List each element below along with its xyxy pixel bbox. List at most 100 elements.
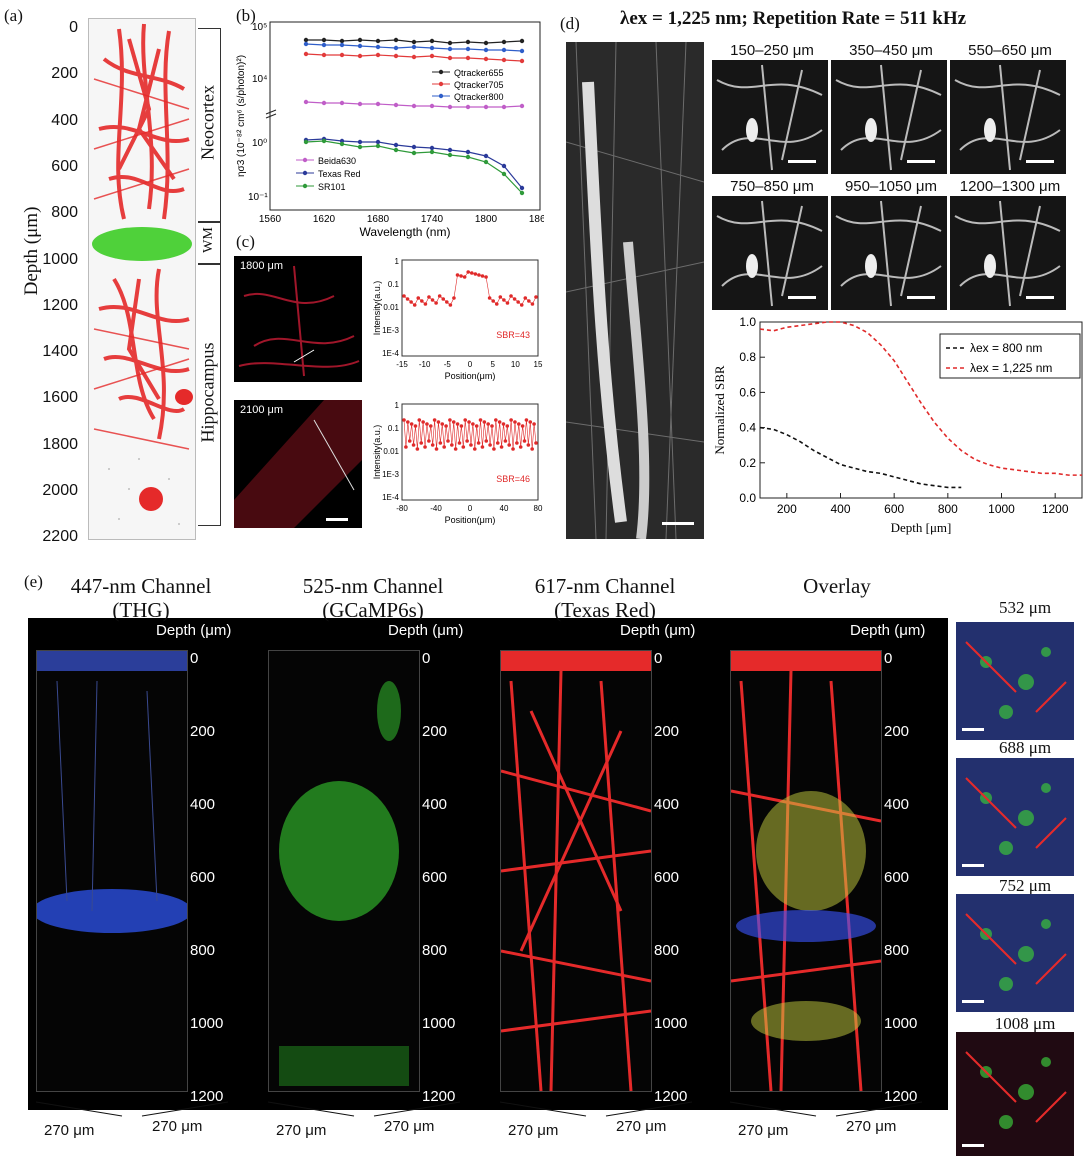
b-point-texas [393,142,399,148]
c-scale-bar [326,518,348,521]
b-point-texas [519,185,525,191]
b-point-q705 [519,58,525,64]
depth-tick: 1800 [42,435,78,453]
c-ytick: 0.1 [388,424,400,433]
d-tile-scale-bar [1026,160,1054,163]
c-profile-line [403,271,537,306]
c-ytick: 0.01 [383,447,399,456]
b-point-q705 [303,51,309,57]
sbr-xtick: 200 [777,502,797,516]
b-xtick: 1740 [421,214,444,225]
region-hippocampus: Hippocampus [197,342,218,443]
b-point-sr101 [483,159,489,165]
e-depth-label: Depth (μm) [620,622,696,639]
sbr-xtick: 400 [830,502,850,516]
sbr-series-line [759,321,1082,476]
depth-tick: 400 [51,111,78,129]
b-point-q705 [501,57,507,63]
e-depth-tick: 1000 [190,1015,224,1032]
b-point-q655 [375,38,381,44]
b-ytick-1e-1: 10⁻¹ [248,192,268,203]
e-title: 525-nm Channel [302,574,444,598]
e-depth-tick: 600 [190,869,216,886]
e-depth-tick: 0 [654,650,663,667]
b-legend-marker [438,93,444,99]
b-point-q800 [375,44,381,50]
e-dim-arrows [32,1098,232,1118]
b-point-q655 [411,39,417,45]
panel-b-xlabel: Wavelength (nm) [360,225,451,239]
panel-b-xticks: 1560 1620 1680 1740 1800 1860 [259,214,544,225]
depth-tick: 1000 [42,250,78,268]
e-dim-left: 270 μm [44,1122,95,1139]
depth-tick: 800 [51,204,78,222]
depth-tick: 1400 [42,343,78,361]
b-point-texas [501,163,507,169]
vasculature-sketch [92,23,193,525]
panel-b-label: (b) [236,6,256,25]
e-depth-label: Depth (μm) [156,622,232,639]
depth-tick: 2000 [42,482,78,499]
sbr-ytick: 0.4 [739,421,756,435]
e-depth-label: Depth (μm) [388,622,464,639]
e-volume-image [36,650,188,1092]
depth-tick: 1600 [42,389,78,407]
sbr-ytick: 0.2 [739,456,756,470]
c-xtick: -15 [396,360,408,369]
sbr-ytick: 0.6 [739,385,756,399]
c-plot-frame [401,403,539,501]
c-xtick: 5 [490,360,495,369]
e-volume-image [730,650,882,1092]
b-point-texas [357,139,363,145]
b-point-texas [375,139,381,145]
b-point-sr101 [429,149,435,155]
b-point-q705 [321,52,327,58]
panel-d-label: (d) [560,14,580,33]
d-tile-label: 350–450 μm [849,42,933,59]
b-xtick: 1620 [313,214,336,225]
b-point-q800 [303,41,309,47]
b-point-q800 [321,42,327,48]
e-side-label: 532 μm [998,598,1052,617]
b-ytick-1e0: 10⁰ [252,138,267,149]
b-ytick-1e5: 10⁵ [252,22,267,33]
b-point-q705 [447,55,453,61]
b-point-beida [357,101,363,107]
d-tile-image [831,196,947,310]
b-point-beida [501,104,507,110]
c-ytick: 1E-4 [382,349,399,358]
b-point-q655 [465,39,471,45]
e-side-scale-bar [962,1000,984,1003]
b-point-q655 [519,38,525,44]
b-point-sr101 [447,152,453,158]
b-point-q655 [303,37,309,43]
c-plot-frame [401,259,539,357]
d-tile-image [712,60,828,174]
panel-d-title: λex = 1,225 nm; Repetition Rate = 511 kH… [620,8,967,29]
sbr-xtick: 600 [884,502,904,516]
sbr-ylabel: Normalized SBR [712,365,727,455]
e-side-scale-bar [962,1144,984,1147]
e-dim-arrows [496,1098,696,1118]
d-tile-scale-bar [788,296,816,299]
b-point-q800 [357,43,363,49]
region-wm: WM [201,227,216,253]
e-depth-tick: 600 [654,869,680,886]
b-point-beida [303,99,309,105]
b-point-q705 [393,53,399,59]
d-tile-image [950,196,1066,310]
e-side-image [956,622,1074,740]
b-point-q655 [339,38,345,44]
b-point-sr101 [519,190,525,196]
b-point-q705 [429,53,435,59]
e-depth-label: Depth (μm) [850,622,926,639]
c-xtick: -80 [396,504,408,513]
sbr-series-line [759,426,962,489]
e-depth-tick: 200 [422,723,448,740]
legend-texas-red: Texas Red [318,169,361,179]
b-point-q655 [447,40,453,46]
e-subtitle: (Texas Red) [554,598,656,622]
e-dim-left: 270 μm [738,1122,789,1139]
b-xtick: 1560 [259,214,282,225]
e-title: 447-nm Channel [70,574,212,598]
